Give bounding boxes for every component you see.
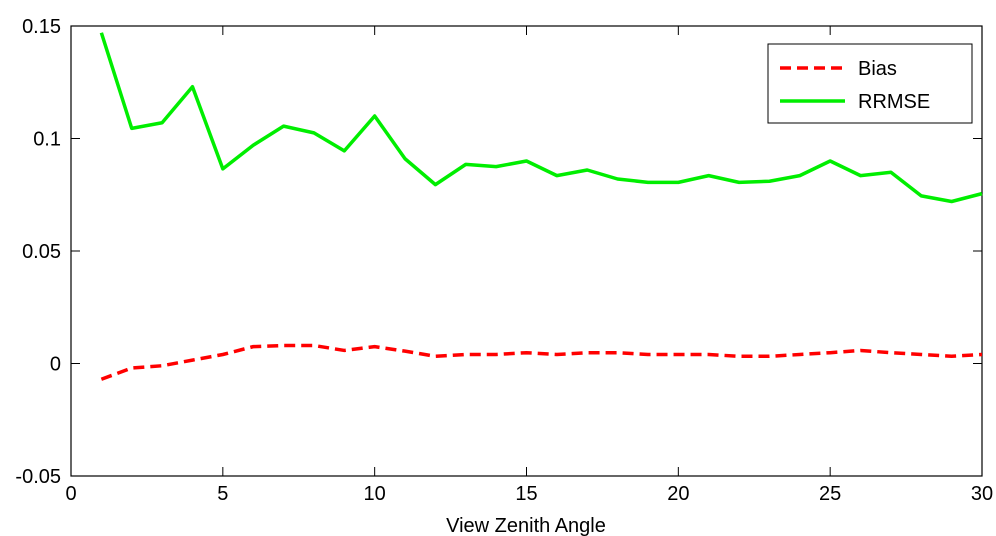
x-tick-labels: 0 5 10 15 20 25 30 bbox=[65, 483, 993, 505]
y-tick-label: 0.15 bbox=[22, 16, 61, 38]
legend-box bbox=[767, 43, 973, 124]
x-tick-label: 20 bbox=[667, 483, 689, 505]
y-tick-label: 0.05 bbox=[22, 241, 61, 263]
y-tick-labels: -0.05 0 0.05 0.1 0.15 bbox=[15, 16, 61, 488]
y-tick-label: 0 bbox=[50, 354, 61, 376]
y-tick-label: -0.05 bbox=[15, 466, 61, 488]
x-tick-label: 30 bbox=[971, 483, 993, 505]
x-tick-label: 5 bbox=[217, 483, 228, 505]
x-tick-label: 0 bbox=[65, 483, 76, 505]
x-tick-label: 10 bbox=[364, 483, 386, 505]
x-axis-label: View Zenith Angle bbox=[446, 515, 606, 536]
legend: Bias RRMSE bbox=[767, 43, 973, 124]
series-lines bbox=[99, 32, 983, 381]
series-line-bias bbox=[100, 343, 983, 381]
axis-ticks bbox=[70, 25, 983, 477]
series-line-rrmse bbox=[99, 32, 983, 204]
x-tick-label: 15 bbox=[515, 483, 537, 505]
x-tick-label: 25 bbox=[819, 483, 841, 505]
legend-label-rrmse: RRMSE bbox=[858, 91, 930, 113]
legend-label-bias: Bias bbox=[858, 58, 897, 80]
y-tick-label: 0.1 bbox=[33, 129, 61, 151]
